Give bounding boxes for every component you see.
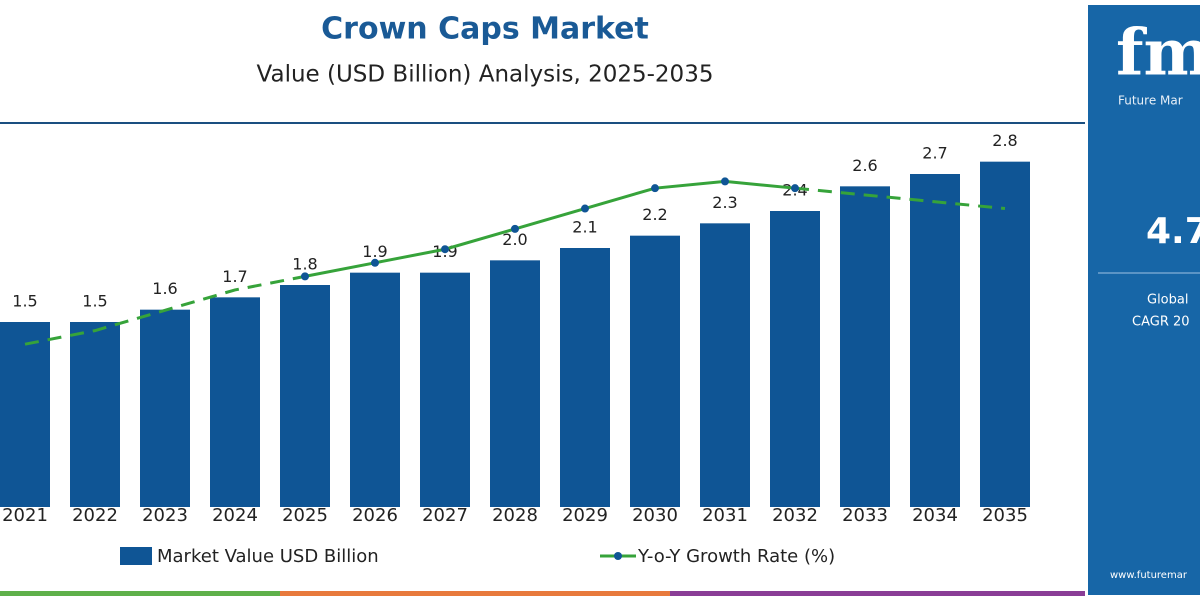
chart-title: Crown Caps Market: [321, 12, 649, 47]
legend-swatch: [120, 547, 152, 565]
bar: [560, 248, 610, 507]
data-label: 2.8: [992, 131, 1017, 150]
x-tick-label: 2021: [2, 505, 48, 526]
line-point: [511, 224, 519, 233]
bar: [840, 186, 890, 508]
x-tick-label: 2029: [562, 505, 608, 526]
data-label: 2.0: [502, 230, 527, 249]
x-tick-label: 2025: [282, 505, 328, 526]
x-tick-label: 2024: [212, 505, 258, 526]
growth-line: [24, 274, 306, 346]
x-tick-label: 2023: [142, 505, 188, 526]
legend-label: Market Value USD Billion: [157, 546, 379, 567]
x-tick-label: 2031: [702, 505, 748, 526]
bar: [420, 272, 470, 507]
panel-logo: fmi: [1116, 16, 1200, 91]
data-label: 1.5: [12, 292, 37, 311]
bar: [910, 174, 960, 507]
data-label: 2.7: [922, 144, 947, 163]
data-label: 2.1: [572, 218, 597, 237]
footer-strip: [280, 591, 670, 596]
panel-headline: 4.7: [1146, 211, 1200, 252]
data-label: 1.7: [222, 267, 247, 286]
bar: [700, 223, 750, 508]
data-label: 1.5: [82, 292, 107, 311]
data-label: 1.9: [362, 242, 387, 261]
x-tick-label: 2027: [422, 505, 468, 526]
footer-strip: [0, 591, 280, 596]
panel-text: Global: [1147, 293, 1188, 308]
bar: [0, 322, 50, 507]
x-tick-label: 2034: [912, 505, 958, 526]
x-tick-label: 2030: [632, 505, 678, 526]
bar: [770, 211, 820, 507]
x-tick-label: 2035: [982, 505, 1028, 526]
data-label: 2.6: [852, 156, 877, 175]
x-tick-label: 2026: [352, 505, 398, 526]
bar: [210, 297, 260, 507]
line-point: [791, 184, 799, 193]
panel-brand: Future Mar: [1118, 94, 1183, 108]
line-point: [721, 177, 729, 186]
panel-url: www.futuremar: [1110, 570, 1188, 581]
data-label: 1.8: [292, 255, 317, 274]
line-point: [371, 258, 379, 267]
x-tick-label: 2033: [842, 505, 888, 526]
chart-subtitle: Value (USD Billion) Analysis, 2025-2035: [257, 62, 714, 88]
x-tick-label: 2032: [772, 505, 818, 526]
data-label: 1.6: [152, 279, 177, 298]
panel-text: CAGR 20: [1132, 315, 1190, 330]
bar: [980, 161, 1030, 507]
x-tick-label: 2022: [72, 505, 118, 526]
data-label: 2.2: [642, 205, 667, 224]
side-panel: [1088, 5, 1200, 595]
line-point: [441, 245, 449, 254]
bar: [490, 260, 540, 507]
data-label: 2.3: [712, 193, 737, 212]
bar: [630, 235, 680, 507]
line-point: [651, 184, 659, 193]
footer-strip: [670, 591, 1085, 596]
legend-label: Y-o-Y Growth Rate (%): [637, 546, 835, 567]
line-point: [581, 204, 589, 213]
bar: [280, 285, 330, 507]
bar: [70, 322, 120, 507]
legend-swatch: [614, 552, 622, 560]
x-tick-label: 2028: [492, 505, 538, 526]
growth-line: [304, 179, 796, 278]
bar: [140, 309, 190, 507]
line-point: [301, 272, 309, 281]
growth-line: [794, 186, 1006, 211]
bar: [350, 272, 400, 507]
